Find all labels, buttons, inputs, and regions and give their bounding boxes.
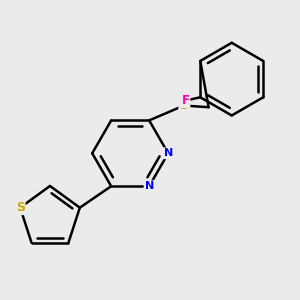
Text: N: N bbox=[164, 148, 173, 158]
Text: N: N bbox=[145, 181, 154, 191]
Text: S: S bbox=[16, 201, 25, 214]
Text: F: F bbox=[182, 94, 189, 107]
Text: S: S bbox=[179, 99, 188, 112]
